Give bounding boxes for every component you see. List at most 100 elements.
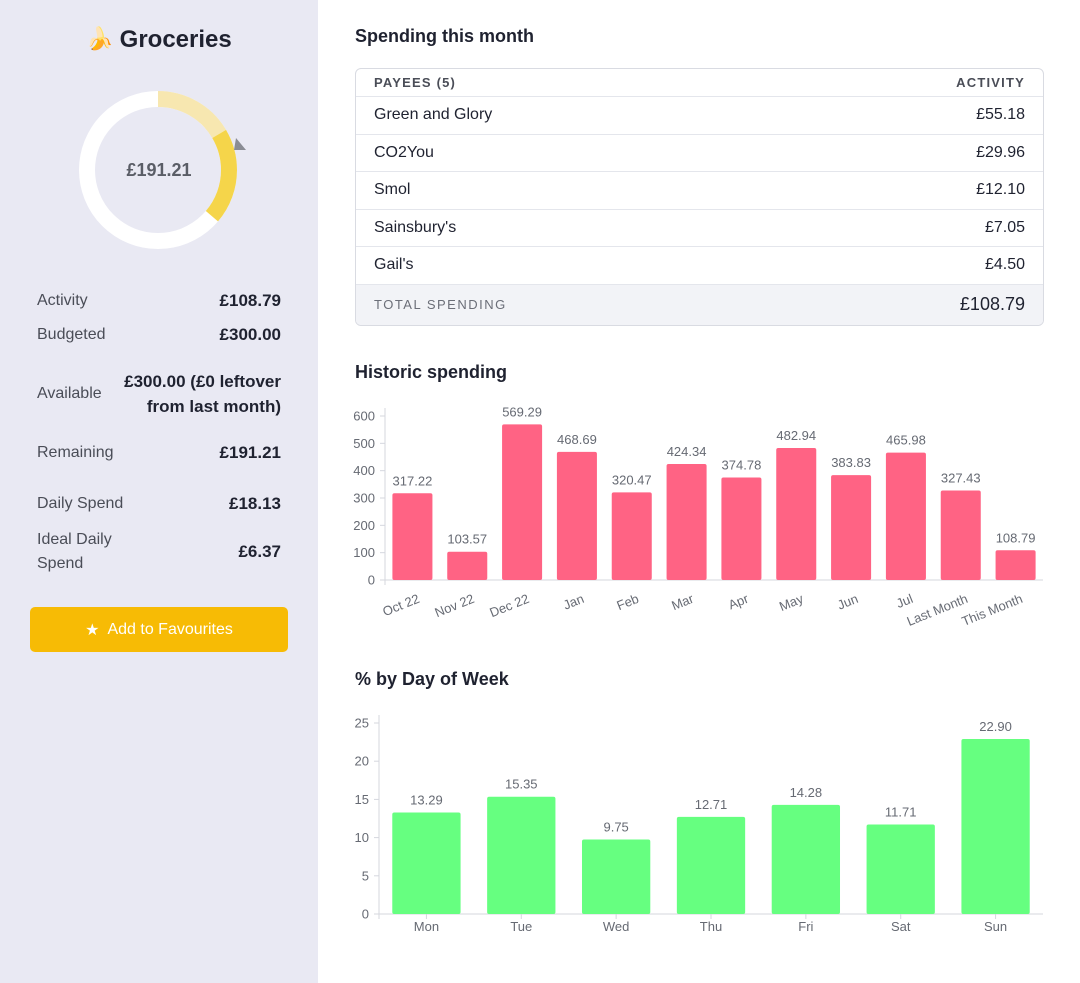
bar-value-label: 465.98 [886, 433, 926, 448]
bar-value-label: 15.35 [505, 777, 538, 792]
x-tick-label: Last Month [905, 591, 970, 629]
bar [995, 550, 1036, 580]
bar [487, 796, 556, 914]
x-tick-label: Feb [614, 591, 640, 613]
payees-column-header: PAYEES (5) [374, 75, 457, 90]
bar [581, 839, 651, 914]
star-icon: ★ [85, 619, 100, 639]
sidebar: 🍌 Groceries £191.21 Activity £108.79 Bud… [0, 0, 318, 983]
bar-value-label: 468.69 [557, 432, 597, 447]
bar [392, 493, 433, 580]
stat-label: Remaining [37, 444, 114, 461]
stat-budgeted: Budgeted £300.00 [37, 318, 281, 352]
budget-stats: Activity £108.79 Budgeted £300.00 Availa… [37, 284, 281, 576]
bar [866, 824, 935, 914]
stat-value: £108.79 [219, 291, 281, 310]
x-tick-label: Mar [669, 591, 696, 614]
y-tick-label: 300 [353, 491, 375, 506]
x-tick-label: Apr [726, 591, 751, 613]
bar-value-label: 383.83 [831, 455, 871, 470]
stat-available: Available £300.00 (£0 leftover from last… [37, 352, 281, 436]
table-row[interactable]: CO2You £29.96 [356, 135, 1043, 172]
bar [721, 477, 762, 580]
y-tick-label: 400 [353, 463, 375, 478]
historic-spending-chart: 0 100 200 300 400 500 600 317.22 Oct 22 103.57 Nov… [353, 404, 1043, 629]
bar [676, 816, 746, 914]
table-row[interactable]: Sainsbury's £7.05 [356, 210, 1043, 247]
bar-value-label: 108.79 [996, 530, 1036, 545]
x-tick-label: Jun [835, 591, 860, 613]
y-tick-label: 25 [355, 716, 369, 731]
x-tick-label: Tue [510, 919, 532, 934]
payee-name: CO2You [374, 143, 434, 161]
y-tick-label: 15 [355, 792, 369, 807]
bar-value-label: 13.29 [410, 792, 443, 807]
stat-value: £191.21 [219, 443, 281, 462]
x-tick-label: Sat [891, 919, 911, 934]
bar [502, 424, 543, 580]
x-tick-label: Dec 22 [487, 591, 531, 620]
bar-value-label: 11.71 [885, 805, 917, 820]
table-row[interactable]: Smol £12.10 [356, 172, 1043, 210]
bar-value-label: 103.57 [447, 532, 487, 547]
bar-value-label: 14.28 [790, 785, 823, 800]
y-tick-label: 10 [355, 830, 369, 845]
bar-value-label: 22.90 [979, 719, 1012, 734]
budget-donut-chart [79, 91, 246, 249]
stat-activity: Activity £108.79 [37, 284, 281, 318]
total-spending-value: £108.79 [959, 294, 1025, 314]
x-tick-label: Thu [700, 919, 722, 934]
payee-amount: £7.05 [984, 218, 1025, 236]
bar [771, 804, 841, 914]
bar [666, 464, 707, 580]
category-name: Groceries [119, 26, 232, 53]
y-tick-label: 200 [353, 518, 375, 533]
x-tick-label: Jul [894, 591, 915, 611]
stat-label: Available [37, 385, 102, 402]
bar-value-label: 9.75 [603, 820, 628, 835]
bar [961, 739, 1030, 914]
total-spending-label: TOTAL SPENDING [374, 297, 507, 312]
payee-name: Smol [374, 181, 411, 199]
payee-amount: £29.96 [976, 143, 1025, 161]
stat-label: Daily Spend [37, 495, 124, 512]
stat-value: £18.13 [229, 494, 281, 513]
payee-name: Sainsbury's [374, 218, 457, 236]
bar-value-label: 482.94 [776, 428, 816, 443]
bar-value-label: 12.71 [695, 797, 728, 812]
stat-label: Budgeted [37, 326, 106, 343]
x-tick-label: May [777, 591, 806, 614]
stat-value: £300.00 [219, 325, 281, 344]
donut-segments [79, 91, 237, 249]
total-spending-row: TOTAL SPENDING £108.79 [356, 284, 1043, 325]
x-tick-label: Sun [984, 919, 1007, 934]
x-tick-label: Wed [603, 919, 630, 934]
add-to-favourites-label: Add to Favourites [107, 620, 233, 638]
spending-this-month-heading: Spending this month [355, 26, 534, 46]
y-tick-label: 500 [353, 436, 375, 451]
day-of-week-heading: % by Day of Week [355, 669, 509, 689]
y-tick-label: 20 [355, 754, 369, 769]
bar-value-label: 424.34 [667, 444, 707, 459]
y-tick-label: 0 [368, 573, 375, 588]
table-row[interactable]: Gail's £4.50 [356, 247, 1043, 285]
day-of-week-chart: 0 5 10 15 20 25 13.29 Mon 15.35 Tue 9.75 Wed 12.71 Th… [355, 715, 1043, 934]
bar [447, 551, 488, 580]
payee-amount: £12.10 [976, 181, 1025, 199]
stat-label: Activity [37, 292, 88, 309]
payee-amount: £55.18 [976, 106, 1025, 124]
banana-icon: 🍌 [86, 27, 114, 52]
x-tick-label: Jan [561, 591, 586, 613]
y-tick-label: 100 [353, 545, 375, 560]
stat-value: £300.00 (£0 leftover from last month) [124, 372, 281, 416]
activity-column-header: ACTIVITY [956, 75, 1025, 90]
x-tick-label: Fri [798, 919, 813, 934]
payee-amount: £4.50 [984, 256, 1025, 274]
bar [556, 451, 597, 580]
category-title: 🍌 Groceries [0, 26, 318, 54]
bar-value-label: 374.78 [722, 458, 762, 473]
bar [392, 812, 461, 914]
add-to-favourites-button[interactable]: ★ Add to Favourites [30, 607, 288, 652]
table-row[interactable]: Green and Glory £55.18 [356, 97, 1043, 135]
y-tick-label: 5 [362, 868, 369, 883]
